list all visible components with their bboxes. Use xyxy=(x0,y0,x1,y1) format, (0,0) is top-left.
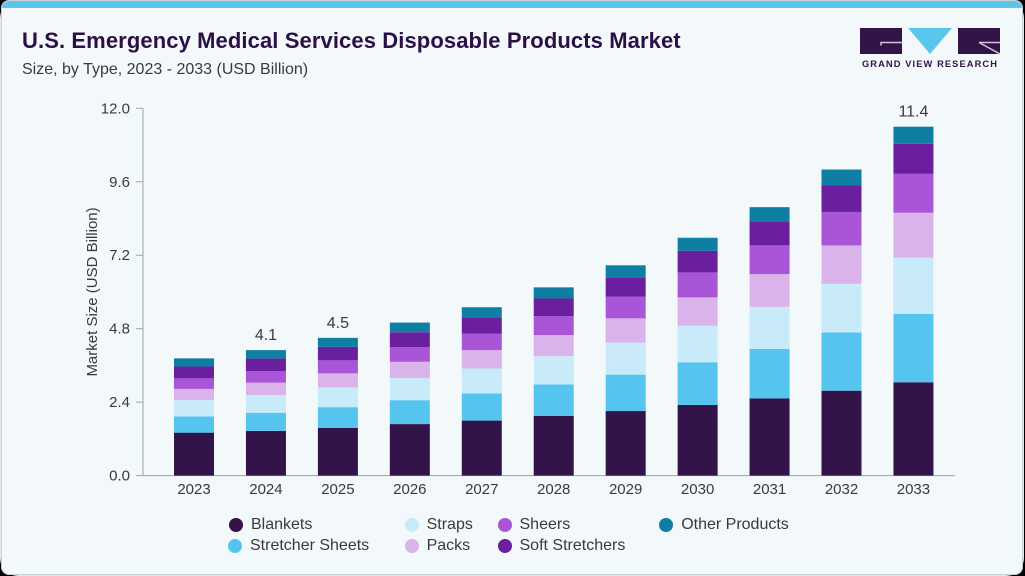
svg-text:7.2: 7.2 xyxy=(109,247,130,264)
svg-text:2027: 2027 xyxy=(465,481,498,498)
svg-text:2.4: 2.4 xyxy=(109,394,130,411)
svg-text:2026: 2026 xyxy=(393,481,426,498)
svg-text:2028: 2028 xyxy=(537,481,570,498)
svg-text:4.8: 4.8 xyxy=(109,321,130,338)
svg-text:2031: 2031 xyxy=(753,481,786,498)
svg-text:2033: 2033 xyxy=(897,481,930,498)
svg-text:0.0: 0.0 xyxy=(109,468,130,485)
svg-text:11.4: 11.4 xyxy=(898,104,928,121)
svg-text:2032: 2032 xyxy=(825,481,858,498)
svg-text:12.0: 12.0 xyxy=(101,100,130,117)
svg-text:9.6: 9.6 xyxy=(109,174,130,191)
svg-text:2030: 2030 xyxy=(681,481,714,498)
svg-text:2024: 2024 xyxy=(249,481,282,498)
svg-text:2025: 2025 xyxy=(321,481,354,498)
svg-text:2023: 2023 xyxy=(177,481,210,498)
svg-text:4.1: 4.1 xyxy=(255,327,277,344)
svg-text:Market Size (USD Billion): Market Size (USD Billion) xyxy=(84,207,101,376)
svg-text:GRAND VIEW RESEARCH: GRAND VIEW RESEARCH xyxy=(862,59,998,69)
svg-text:4.5: 4.5 xyxy=(327,315,349,332)
svg-text:2029: 2029 xyxy=(609,481,642,498)
